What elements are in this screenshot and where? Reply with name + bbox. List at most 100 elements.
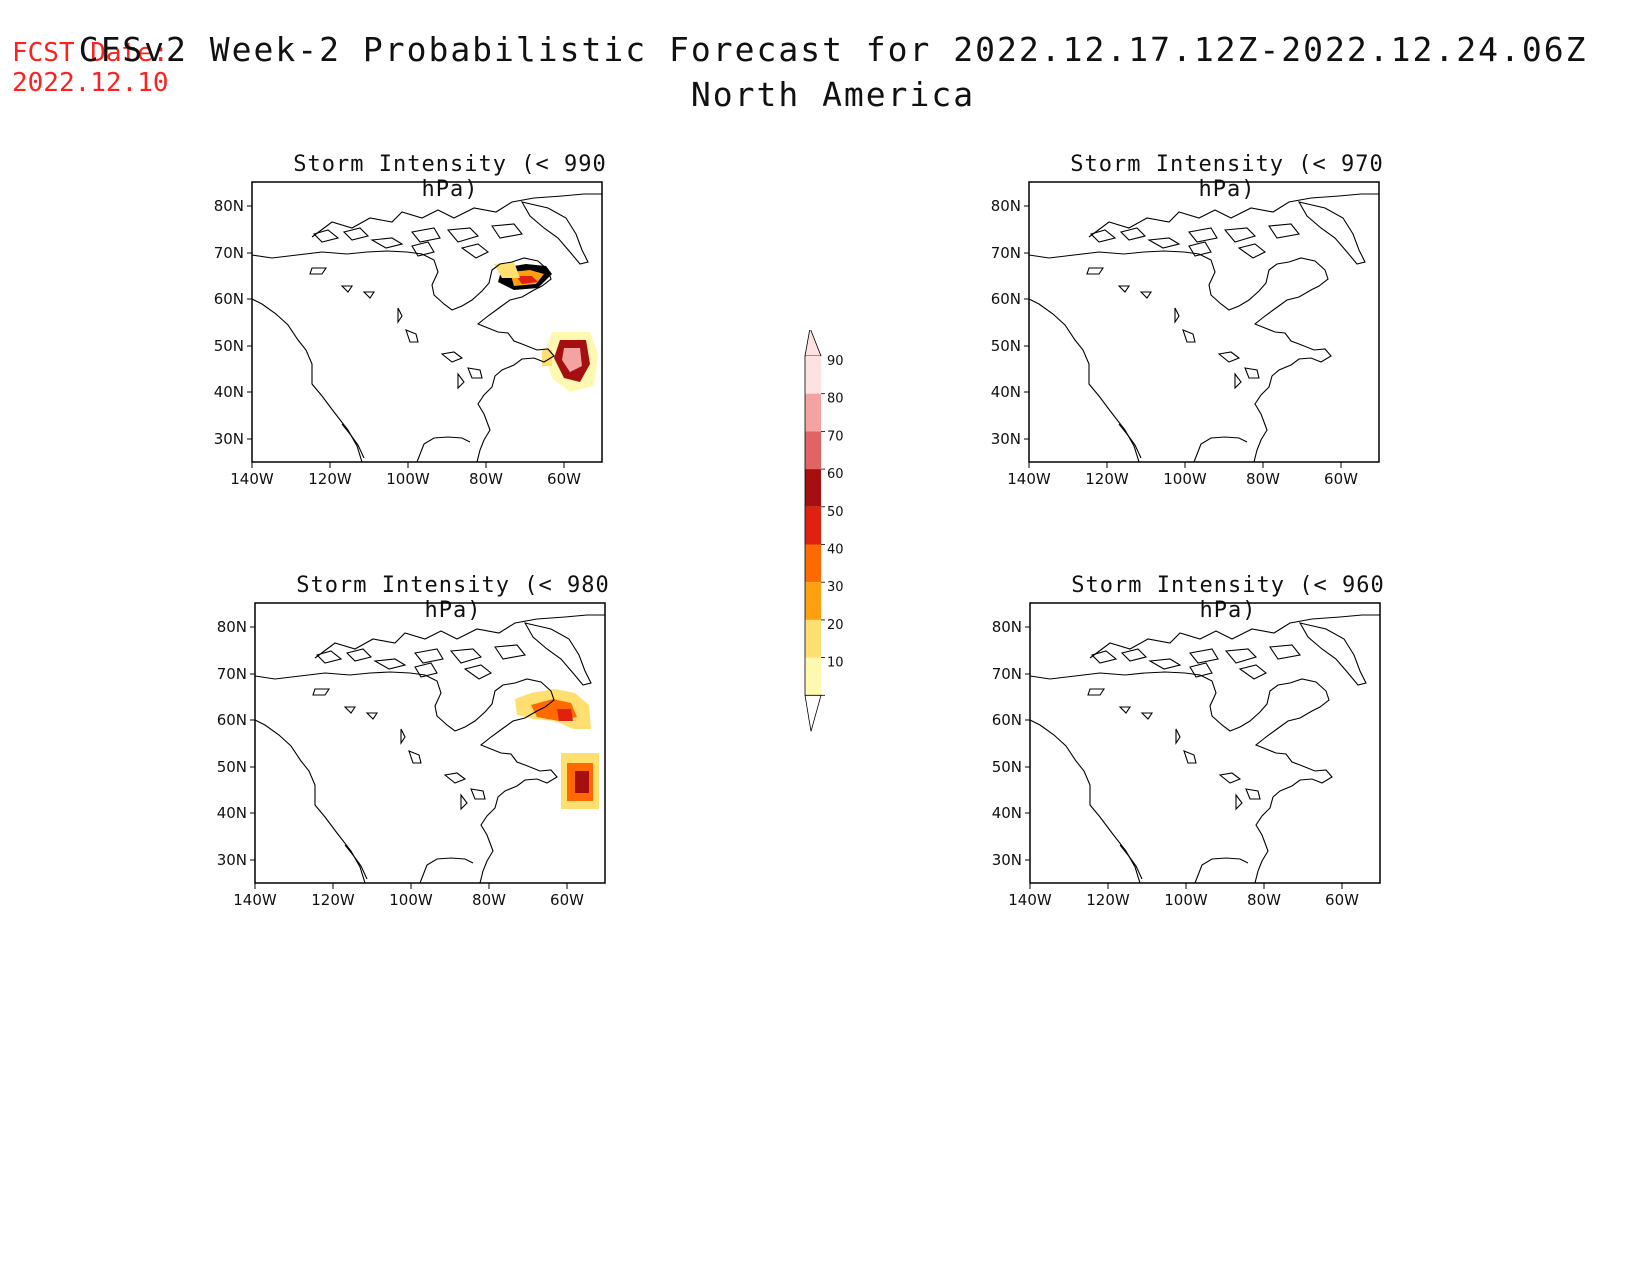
coastline: [1223, 227, 1257, 243]
coastline: [1235, 793, 1243, 811]
forecast-date-label: FCST Date:: [12, 38, 169, 68]
lat-tick-label: 40N: [214, 383, 244, 401]
coastline: [314, 614, 605, 659]
coastline: [1118, 706, 1132, 714]
lat-tick-label: 80N: [214, 197, 244, 215]
lat-tick-label: 40N: [217, 804, 247, 822]
lon-tick-label: 100W: [1164, 891, 1208, 909]
coastline: [414, 662, 438, 678]
colorbar-label: 50: [827, 505, 844, 520]
lat-tick-label: 50N: [991, 337, 1021, 355]
colorbar-label: 70: [827, 429, 844, 444]
coastline: [1030, 719, 1141, 883]
probability-area: [516, 276, 538, 284]
coastline: [1183, 750, 1197, 764]
colorbar-cap-top: [804, 330, 822, 357]
panel-title: Storm Intensity (< 980 hPa): [296, 573, 610, 623]
probability-shading: [494, 262, 598, 392]
panel-title: Storm Intensity (< 990 hPa): [293, 152, 607, 202]
coastline: [365, 712, 379, 720]
lon-tick-label: 120W: [1086, 891, 1130, 909]
coastline: [343, 706, 357, 714]
coastline: [1089, 229, 1117, 243]
coastline: [1188, 648, 1219, 664]
colorbar-swatch: [805, 619, 821, 658]
lon-tick-label: 100W: [386, 470, 430, 488]
lon-tick-label: 80W: [1246, 470, 1280, 488]
colorbar-swatch: [805, 356, 821, 394]
map-svg: 80N 70N 60N 50N 40N 30N 140W 120W 100W 80W 60W: [992, 602, 1381, 909]
lon-tick-label: 120W: [311, 891, 355, 909]
coastline: [315, 650, 343, 664]
coastline: [397, 307, 403, 324]
map-svg: 80N 70N 60N 50N 40N 30N 140W 120W 100W 80W 60W: [214, 181, 603, 488]
figure-title: CFSv2 Week-2 Probabilistic Forecast for …: [78, 30, 1588, 69]
map-frame: [254, 602, 606, 884]
coastline: [309, 267, 328, 275]
lat-tick-label: 30N: [217, 851, 247, 869]
forecast-date-block: FCST Date: 2022.12.10: [12, 38, 169, 98]
coastline: [311, 193, 602, 238]
colorbar-label: 90: [827, 354, 844, 369]
probability-area: [557, 709, 573, 721]
figure-region: North America: [690, 75, 976, 114]
coastline: [1139, 291, 1153, 299]
map-panel-980: Storm Intensity (< 980 hPa) 80N 70N 60N 50N…: [213, 573, 673, 953]
coastline: [410, 227, 441, 243]
figure-header: CFSv2 Week-2 Probabilistic Forecast for …: [0, 30, 1650, 114]
coastline: [1118, 423, 1142, 459]
coastline: [520, 201, 589, 265]
coastline: [1244, 367, 1260, 379]
lon-tick-label: 60W: [1325, 891, 1359, 909]
coastline: [1140, 712, 1154, 720]
lat-tick-label: 80N: [992, 618, 1022, 636]
coastline: [255, 671, 558, 883]
lon-tick-label: 80W: [469, 470, 503, 488]
lon-tick-label: 140W: [233, 891, 277, 909]
lat-tick-label: 80N: [991, 197, 1021, 215]
coastline: [312, 688, 331, 696]
map-group: 80N 70N 60N 50N 40N 30N 140W 120W 100W 80W 60W: [992, 602, 1381, 909]
coastline: [1086, 267, 1105, 275]
colorbar-swatch: [805, 469, 821, 507]
lat-tick-label: 40N: [991, 383, 1021, 401]
map-svg: 80N 70N 60N 50N 40N 30N 140W 120W 100W 80W 60W: [217, 602, 606, 909]
coastline: [341, 423, 365, 459]
coastline: [342, 227, 370, 241]
colorbar-label: 80: [827, 392, 844, 407]
lon-tick-label: 60W: [1324, 470, 1358, 488]
coastlines: [1030, 614, 1380, 883]
lat-tick-label: 40N: [992, 804, 1022, 822]
lon-tick-label: 60W: [550, 891, 584, 909]
map-panel-990: Storm Intensity (< 990 hPa) 80N 70N 60N 50N…: [210, 152, 670, 532]
colorbar-label: 30: [827, 580, 844, 595]
probability-area: [562, 348, 582, 372]
coastline: [1268, 223, 1301, 239]
colorbar-swatch: [805, 393, 821, 432]
coastline: [1217, 351, 1241, 363]
lon-tick-label: 60W: [547, 470, 581, 488]
coastline: [1187, 227, 1218, 243]
coastline: [411, 241, 435, 257]
lon-tick-label: 80W: [472, 891, 506, 909]
coastlines: [252, 193, 602, 462]
coastline: [1218, 772, 1242, 784]
panel-title: Storm Intensity (< 970 hPa): [1070, 152, 1384, 202]
colorbar-label: 40: [827, 543, 844, 558]
lon-tick-label: 140W: [1007, 470, 1051, 488]
coastline: [1119, 844, 1143, 880]
lat-tick-label: 60N: [217, 711, 247, 729]
coastline: [252, 250, 555, 462]
coastline: [1188, 241, 1212, 257]
coastline: [1090, 650, 1118, 664]
coastline: [1237, 243, 1267, 259]
coastline: [1147, 237, 1181, 249]
map-group: 80N 70N 60N 50N 40N 30N 140W 120W 100W 80W 60W: [214, 181, 603, 488]
coastline: [1174, 307, 1180, 324]
coastline: [1194, 857, 1249, 883]
coastline: [449, 648, 483, 664]
map-group: 80N 70N 60N 50N 40N 30N 140W 120W 100W 80W 60W: [991, 181, 1380, 488]
lat-tick-label: 50N: [214, 337, 244, 355]
coastline: [440, 351, 464, 363]
map-frame: [1029, 602, 1381, 884]
